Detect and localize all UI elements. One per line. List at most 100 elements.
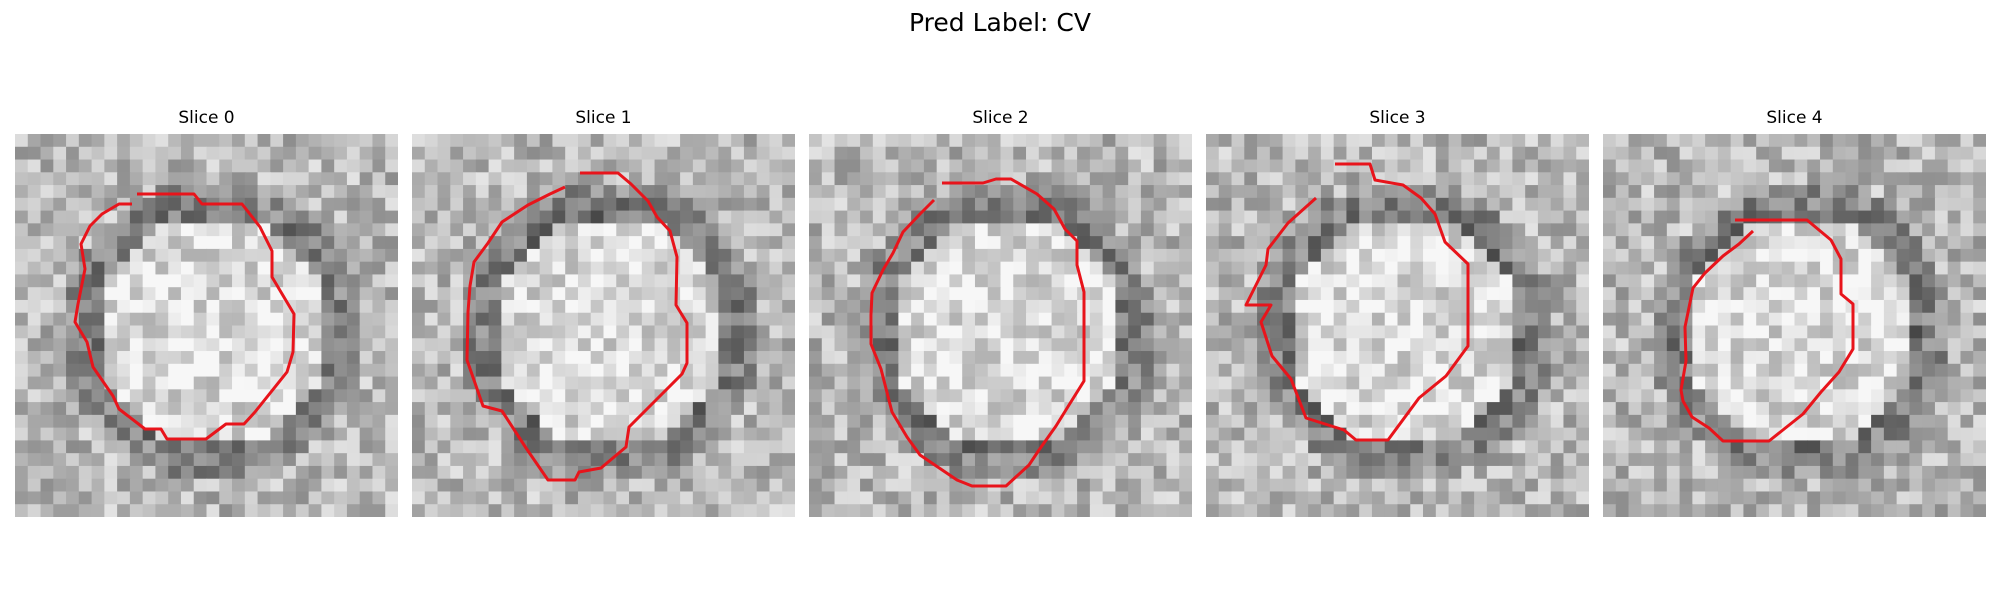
image-pixel <box>142 274 157 288</box>
image-pixel <box>821 389 836 403</box>
image-pixel <box>1320 351 1335 365</box>
image-pixel <box>1397 134 1411 148</box>
image-pixel <box>334 172 348 186</box>
image-pixel <box>1244 414 1258 429</box>
image-pixel <box>1206 325 1220 339</box>
image-pixel <box>1038 478 1053 493</box>
image-pixel <box>180 197 195 212</box>
image-pixel <box>872 210 887 224</box>
image-pixel <box>936 261 951 276</box>
image-pixel <box>1102 274 1116 288</box>
image-pixel <box>1089 376 1104 390</box>
image-pixel <box>40 223 54 237</box>
image-pixel <box>552 376 566 390</box>
image-pixel <box>1896 146 1910 161</box>
image-pixel <box>885 274 899 288</box>
image-pixel <box>731 351 745 365</box>
image-pixel <box>463 197 477 212</box>
image-pixel <box>936 299 951 314</box>
image-pixel <box>1231 338 1245 352</box>
image-pixel <box>1051 299 1065 314</box>
image-pixel <box>590 287 605 301</box>
image-pixel <box>1474 389 1488 403</box>
image-pixel <box>911 274 925 288</box>
image-pixel <box>1320 427 1335 441</box>
image-pixel <box>1308 325 1322 339</box>
image-pixel <box>1705 299 1719 314</box>
image-pixel <box>412 197 426 212</box>
image-pixel <box>232 146 246 161</box>
image-pixel <box>1756 172 1770 186</box>
image-pixel <box>1064 134 1078 148</box>
image-pixel <box>1333 210 1348 224</box>
image-pixel <box>1051 236 1065 250</box>
image-pixel <box>1883 453 1898 467</box>
image-pixel <box>680 414 694 429</box>
image-pixel <box>1231 440 1245 454</box>
image-pixel <box>1435 248 1450 263</box>
image-pixel <box>514 491 528 505</box>
image-pixel <box>809 248 823 263</box>
image-pixel <box>1166 440 1180 454</box>
image-pixel <box>539 134 554 148</box>
image-pixel <box>1128 351 1142 365</box>
image-pixel <box>1934 325 1949 339</box>
image-pixel <box>1717 465 1732 480</box>
image-pixel <box>1308 363 1322 378</box>
image-pixel <box>66 363 80 378</box>
image-pixel <box>1308 159 1322 173</box>
image-pixel <box>1743 453 1757 467</box>
image-pixel <box>923 414 938 429</box>
image-pixel <box>27 351 42 365</box>
image-pixel <box>463 465 477 480</box>
image-pixel <box>731 491 745 505</box>
image-pixel <box>1371 491 1386 505</box>
image-pixel <box>1397 338 1411 352</box>
image-pixel <box>731 478 745 493</box>
image-pixel <box>1909 287 1923 301</box>
image-pixel <box>66 478 80 493</box>
image-pixel <box>1064 376 1078 390</box>
image-pixel <box>193 248 208 263</box>
image-pixel <box>743 504 758 517</box>
image-pixel <box>1051 465 1065 480</box>
image-pixel <box>1257 427 1271 441</box>
image-pixel <box>1359 414 1373 429</box>
image-pixel <box>1051 338 1065 352</box>
image-pixel <box>539 325 554 339</box>
image-pixel <box>1832 274 1847 288</box>
image-pixel <box>680 197 694 212</box>
image-pixel <box>78 210 93 224</box>
image-pixel <box>743 402 758 416</box>
image-pixel <box>1346 159 1360 173</box>
image-pixel <box>1679 185 1693 199</box>
image-pixel <box>1679 491 1693 505</box>
image-pixel <box>936 453 951 467</box>
image-pixel <box>1499 338 1513 352</box>
image-pixel <box>1410 453 1424 467</box>
image-pixel <box>346 363 361 378</box>
image-pixel <box>1615 248 1630 263</box>
image-pixel <box>1397 491 1411 505</box>
image-pixel <box>488 261 502 276</box>
image-pixel <box>769 185 783 199</box>
image-pixel <box>936 389 951 403</box>
image-pixel <box>1807 248 1821 263</box>
image-pixel <box>936 504 951 517</box>
image-pixel <box>974 504 989 517</box>
image-pixel <box>53 453 67 467</box>
image-pixel <box>321 248 335 263</box>
image-pixel <box>987 299 1002 314</box>
image-pixel <box>1231 427 1245 441</box>
image-pixel <box>321 210 335 224</box>
image-pixel <box>1563 440 1577 454</box>
image-pixel <box>1679 440 1693 454</box>
image-pixel <box>552 236 566 250</box>
image-pixel <box>1140 197 1155 212</box>
image-pixel <box>488 287 502 301</box>
image-pixel <box>1423 351 1437 365</box>
image-pixel <box>1295 376 1309 390</box>
image-pixel <box>1871 363 1885 378</box>
image-pixel <box>168 402 182 416</box>
image-pixel <box>1512 338 1526 352</box>
